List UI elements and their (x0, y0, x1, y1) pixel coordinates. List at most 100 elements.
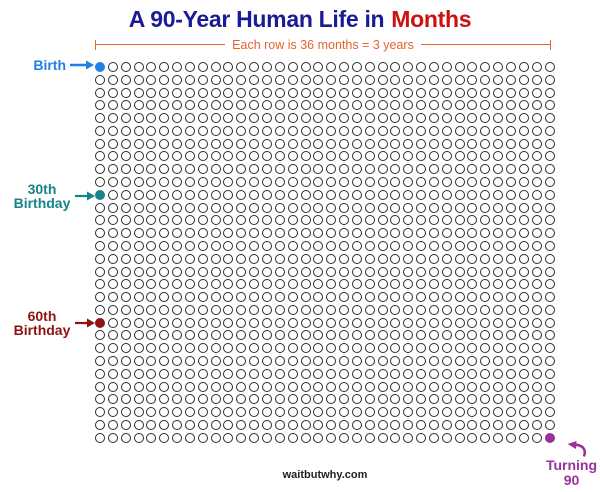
month-circle (454, 228, 465, 239)
month-circle (416, 202, 427, 213)
month-circle (351, 113, 362, 124)
month-circle (210, 355, 221, 366)
month-circle (544, 368, 555, 379)
month-circle (287, 304, 298, 315)
month-circle (172, 164, 183, 175)
month-circle (364, 228, 375, 239)
month-circle (210, 407, 221, 418)
month-circle (364, 407, 375, 418)
month-circle (544, 317, 555, 328)
month-circle (326, 317, 337, 328)
month-circle (249, 164, 260, 175)
month-circle (274, 113, 285, 124)
month-circle (493, 100, 504, 111)
month-circle (467, 343, 478, 354)
month-circle (506, 253, 516, 264)
month-circle (531, 279, 542, 290)
month-circle (428, 381, 439, 392)
month-circle (518, 74, 529, 85)
month-circle (480, 381, 491, 392)
month-circle (454, 62, 465, 72)
month-circle (377, 138, 388, 149)
month-circle (95, 343, 105, 354)
month-circle (403, 330, 414, 341)
month-circle (95, 304, 105, 315)
month-circle (197, 279, 208, 290)
month-circle (261, 87, 272, 98)
month-circle (454, 368, 465, 379)
month-circle (133, 177, 144, 188)
month-circle (133, 317, 144, 328)
month-circle (531, 100, 542, 111)
month-circle (120, 74, 131, 85)
month-circle (454, 113, 465, 124)
month-circle (95, 125, 105, 136)
month-circle (300, 113, 311, 124)
month-circle (416, 317, 427, 328)
month-circle (364, 381, 375, 392)
month-circle (377, 215, 388, 226)
month-circle (120, 138, 131, 149)
month-circle (493, 253, 504, 264)
month-circle (274, 189, 285, 200)
month-circle (197, 202, 208, 213)
month-circle (390, 215, 401, 226)
month-circle (428, 266, 439, 277)
month-circle (531, 62, 542, 72)
month-circle (107, 87, 118, 98)
month-circle (159, 228, 170, 239)
month-circle (351, 355, 362, 366)
month-circle (364, 330, 375, 341)
month-circle (261, 177, 272, 188)
month-circle (300, 240, 311, 251)
month-circle (287, 317, 298, 328)
month-circle (390, 228, 401, 239)
month-circle (377, 202, 388, 213)
month-circle (274, 407, 285, 418)
month-circle (454, 292, 465, 303)
month-circle (416, 164, 427, 175)
month-circle (351, 304, 362, 315)
month-circle (287, 138, 298, 149)
month-circle (544, 125, 555, 136)
month-circle (531, 381, 542, 392)
month-circle (223, 432, 234, 443)
month-circle (351, 292, 362, 303)
month-circle (416, 87, 427, 98)
month-circle (390, 343, 401, 354)
month-circle (210, 100, 221, 111)
month-circle (159, 279, 170, 290)
month-circle (428, 100, 439, 111)
month-circle (416, 330, 427, 341)
month-circle (172, 113, 183, 124)
month-circle (506, 228, 516, 239)
month-circle (172, 62, 183, 72)
month-circle (184, 253, 195, 264)
month-circle (197, 253, 208, 264)
month-circle (95, 100, 105, 111)
month-circle (159, 407, 170, 418)
month-circle (300, 151, 311, 162)
month-circle (403, 355, 414, 366)
month-circle (428, 177, 439, 188)
month-circle (146, 87, 157, 98)
month-circle (467, 215, 478, 226)
month-circle (454, 177, 465, 188)
month-circle (531, 125, 542, 136)
month-circle (364, 368, 375, 379)
month-circle (326, 87, 337, 98)
month-circle (146, 138, 157, 149)
month-circle (133, 100, 144, 111)
month-circle (300, 74, 311, 85)
month-circle (107, 394, 118, 405)
month-circle (403, 228, 414, 239)
month-circle (493, 113, 504, 124)
month-circle (249, 304, 260, 315)
month-circle (261, 304, 272, 315)
month-circle (454, 215, 465, 226)
month-circle (518, 177, 529, 188)
month-circle (287, 292, 298, 303)
month-circle (133, 125, 144, 136)
month-circle (146, 100, 157, 111)
month-circle (300, 432, 311, 443)
